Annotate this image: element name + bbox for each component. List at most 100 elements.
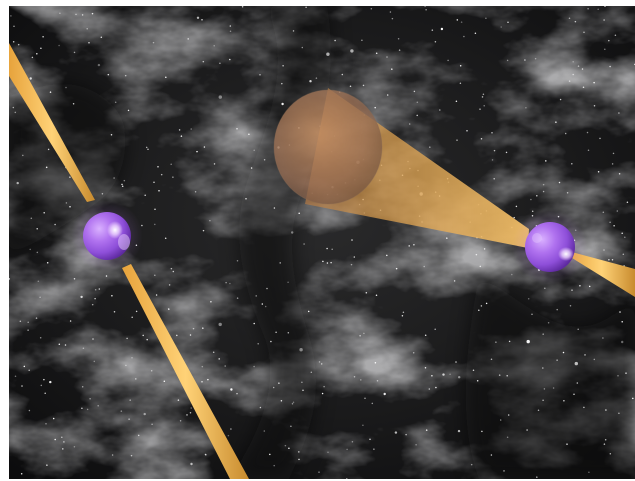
star: [151, 423, 153, 425]
star: [424, 367, 427, 369]
star: [526, 429, 528, 431]
star: [346, 448, 348, 451]
star: [373, 448, 375, 450]
star: [568, 17, 571, 19]
star: [364, 397, 366, 400]
star: [47, 148, 50, 151]
star: [27, 321, 29, 324]
star: [597, 170, 600, 173]
star: [360, 379, 362, 381]
star: [307, 310, 310, 313]
star: [556, 308, 558, 311]
star: [46, 464, 48, 466]
star: [236, 297, 239, 299]
star: [245, 197, 247, 200]
star: [179, 419, 182, 422]
star: [120, 410, 123, 412]
star: [604, 48, 606, 50]
left-pulsar-highlight: [107, 221, 123, 239]
star: [386, 94, 389, 96]
star: [455, 361, 457, 363]
star: [61, 436, 63, 438]
star: [474, 32, 477, 34]
star: [351, 441, 354, 443]
star: [144, 194, 146, 196]
star: [435, 386, 437, 389]
star: [569, 304, 572, 307]
star: [593, 81, 595, 84]
star: [126, 337, 128, 340]
star: [481, 96, 484, 98]
star: [459, 82, 462, 85]
star: [128, 418, 130, 420]
star: [92, 338, 94, 340]
star: [39, 296, 41, 298]
star: [65, 202, 68, 204]
star: [31, 56, 34, 59]
star: [292, 401, 295, 403]
star: [618, 112, 620, 114]
star: [281, 82, 283, 85]
star: [605, 409, 607, 411]
star: [30, 217, 33, 220]
star: [88, 42, 90, 44]
star: [29, 248, 31, 251]
star: [394, 431, 398, 434]
right-pulsar-sphere: [525, 222, 575, 272]
star: [59, 12, 61, 14]
star: [618, 412, 620, 414]
star: [73, 277, 76, 280]
star: [507, 21, 509, 24]
star: [415, 443, 417, 446]
star: [571, 289, 573, 291]
star: [566, 191, 569, 194]
star: [547, 322, 550, 324]
star: [248, 133, 250, 136]
star: [531, 313, 533, 315]
star: [20, 472, 23, 475]
star: [201, 18, 203, 21]
star: [281, 102, 284, 106]
star: [621, 232, 623, 234]
star: [442, 373, 445, 376]
star: [491, 131, 493, 134]
star: [483, 105, 485, 107]
star: [318, 361, 321, 363]
star: [577, 328, 579, 331]
star: [73, 446, 76, 448]
star: [353, 256, 356, 258]
space-scene: [9, 6, 635, 479]
star: [582, 86, 585, 88]
star: [425, 429, 428, 431]
star: [536, 476, 538, 478]
right-pulsar-side-beam: [568, 251, 635, 297]
star: [327, 451, 329, 454]
star: [586, 131, 589, 134]
star: [542, 399, 544, 402]
star: [158, 190, 160, 192]
star: [376, 379, 379, 382]
star: [440, 27, 444, 31]
star: [263, 430, 266, 432]
star: [413, 244, 415, 246]
star: [505, 151, 508, 154]
star: [466, 130, 468, 132]
star: [434, 41, 437, 43]
star: [425, 9, 427, 11]
star: [225, 281, 227, 284]
star: [62, 448, 64, 450]
star: [424, 6, 426, 7]
star: [27, 329, 29, 331]
star: [579, 284, 581, 287]
star: [146, 338, 148, 341]
star: [542, 367, 544, 369]
star: [54, 223, 56, 226]
star: [259, 406, 262, 409]
star: [351, 239, 353, 241]
star: [201, 380, 203, 383]
star: [608, 259, 610, 261]
star: [207, 378, 209, 381]
star: [476, 379, 479, 382]
star: [584, 354, 586, 356]
star: [412, 352, 415, 354]
